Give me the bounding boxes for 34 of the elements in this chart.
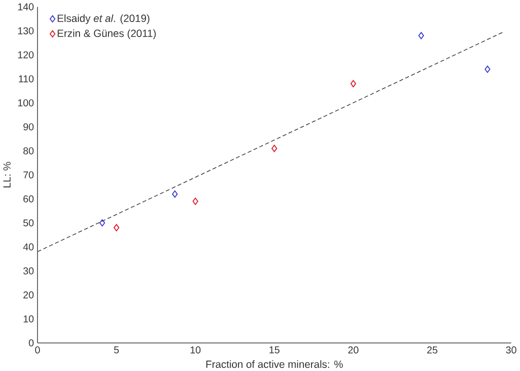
y-tick-label: 60 xyxy=(23,195,34,202)
y-tick-label: 90 xyxy=(23,123,34,130)
x-tick-label: 10 xyxy=(190,346,201,354)
x-tick-label: 0 xyxy=(35,346,40,354)
y-tick-label: 140 xyxy=(18,3,34,10)
point xyxy=(172,190,178,198)
y-tick-label: 50 xyxy=(23,219,34,226)
y-tick-label: 30 xyxy=(23,267,34,274)
point xyxy=(192,198,198,205)
x-tick-label: 20 xyxy=(348,346,358,354)
y-tick-label: 80 xyxy=(23,147,34,154)
x-tick-label: 5 xyxy=(114,346,119,354)
y-tick-label: 70 xyxy=(23,171,34,178)
y-tick-label: 10 xyxy=(24,315,34,322)
y-tick-label: 40 xyxy=(23,243,34,250)
point xyxy=(272,144,278,152)
x-tick-label: 30 xyxy=(506,346,516,354)
point xyxy=(114,224,120,232)
x-tick-label: 25 xyxy=(427,346,438,354)
x-axis-title: Fraction of active minerals: % xyxy=(206,360,343,368)
point xyxy=(418,32,424,40)
point xyxy=(484,65,490,73)
y-tick-label: 0 xyxy=(28,339,34,346)
y-tick-label: 100 xyxy=(18,99,34,106)
legend-label: Erzin & Günes (2011) xyxy=(58,29,156,39)
y-tick-label: 130 xyxy=(18,27,34,34)
legend-label: Elsaidy et al. (2019) xyxy=(58,14,150,24)
x-tick-label: 15 xyxy=(270,346,280,354)
y-tick-label: 110 xyxy=(18,75,34,82)
point xyxy=(99,219,106,226)
point xyxy=(350,80,356,88)
y-tick-label: 20 xyxy=(23,291,34,298)
y-tick-label: 120 xyxy=(18,51,34,58)
y-axis-title: LL: % xyxy=(3,162,11,188)
